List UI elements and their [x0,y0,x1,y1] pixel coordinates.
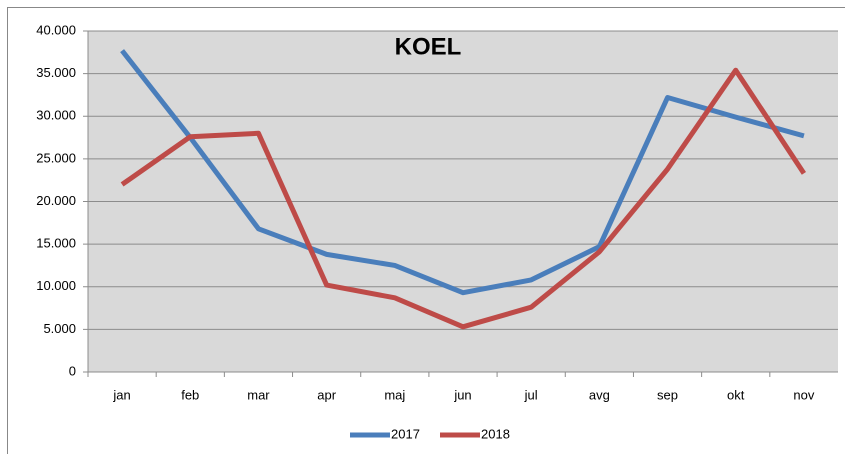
chart-title: KOEL [395,33,462,60]
series-line [120,67,806,330]
y-tick-label: 0 [69,363,76,378]
x-tick-label: nov [793,387,814,402]
legend-label: 2018 [481,426,510,441]
x-tick-label: mar [247,387,270,402]
y-tick-label: 5.000 [43,321,76,336]
x-tick-label: maj [384,387,405,402]
y-tick-label: 25.000 [36,150,76,165]
y-tick-label: 20.000 [36,193,76,208]
x-tick-label: apr [317,387,336,402]
x-tick-label: avg [589,387,610,402]
y-tick-label: 15.000 [36,236,76,251]
y-tick-label: 40.000 [36,22,76,37]
x-tick-label: okt [727,387,745,402]
x-tick-label: jul [524,387,538,402]
x-tick-label: feb [181,387,199,402]
x-tick-label: sep [657,387,678,402]
x-tick-label: jan [112,387,130,402]
y-tick-label: 10.000 [36,278,76,293]
y-tick-label: 30.000 [36,108,76,123]
x-tick-label: jun [453,387,471,402]
series-line [120,49,805,296]
legend-label: 2017 [391,426,420,441]
y-tick-label: 35.000 [36,65,76,80]
